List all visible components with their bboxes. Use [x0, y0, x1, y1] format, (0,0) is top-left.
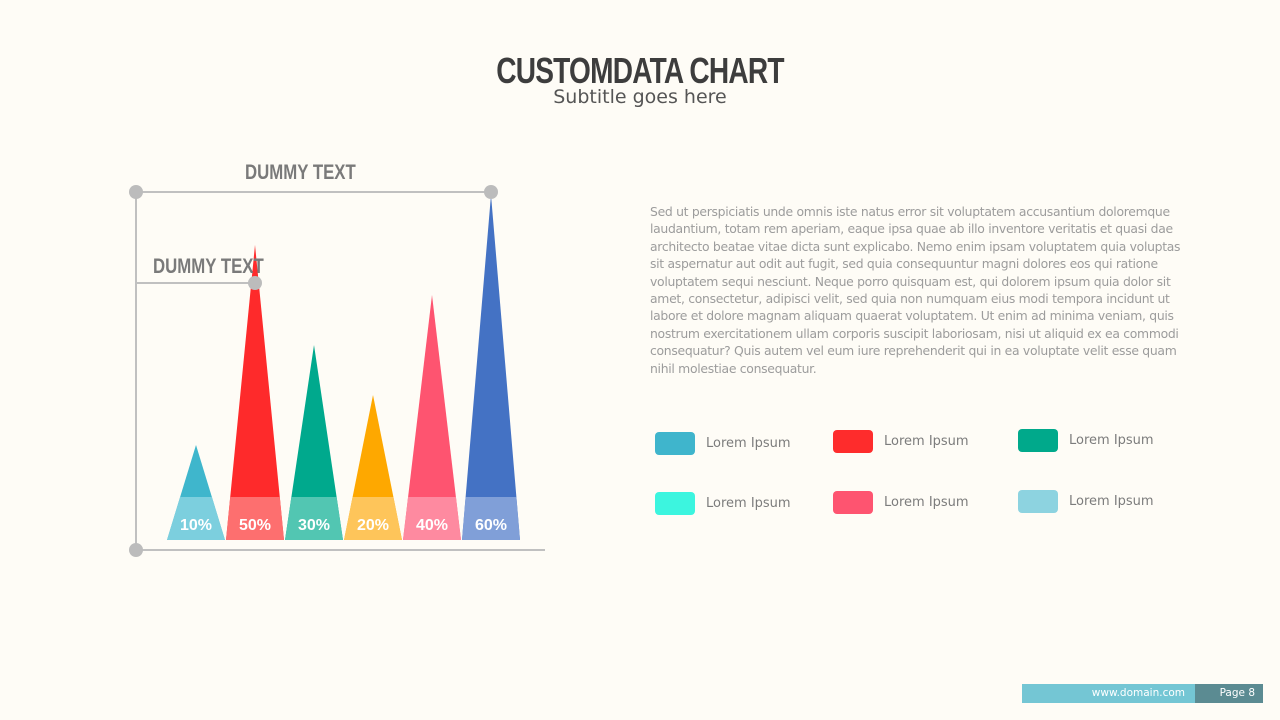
- legend-item: Lorem Ipsum: [655, 492, 791, 515]
- legend-item: Lorem Ipsum: [655, 432, 791, 455]
- legend-item: Lorem Ipsum: [833, 430, 969, 453]
- annotation-callout: DUMMY TEXT: [153, 255, 264, 278]
- page-title: CUSTOMDATA CHART: [496, 50, 784, 91]
- legend-swatch: [655, 492, 695, 515]
- bar-label: 50%: [239, 517, 271, 534]
- bar-label: 20%: [357, 517, 389, 534]
- bar-base-band: [285, 497, 343, 540]
- body-paragraph: Sed ut perspiciatis unde omnis iste natu…: [650, 204, 1181, 376]
- page-subtitle: Subtitle goes here: [553, 86, 727, 108]
- bar-base-band: [403, 497, 461, 540]
- footer-url[interactable]: www.domain.com: [1022, 684, 1195, 703]
- legend-swatch: [833, 430, 873, 453]
- annotation-top: DUMMY TEXT: [245, 161, 356, 184]
- legend-label: Lorem Ipsum: [706, 496, 791, 511]
- legend-item: Lorem Ipsum: [1018, 490, 1154, 513]
- page-number: Page 8: [1195, 684, 1263, 703]
- bar-label: 40%: [416, 517, 448, 534]
- bar-triangle: [285, 345, 343, 540]
- bar-base-band: [462, 497, 520, 540]
- frame-dot: [484, 185, 498, 199]
- frame-dot: [129, 543, 143, 557]
- legend-label: Lorem Ipsum: [1069, 433, 1154, 448]
- legend-label: Lorem Ipsum: [706, 436, 791, 451]
- bar-base-band: [344, 497, 402, 540]
- bar-triangle: [226, 245, 284, 540]
- legend-item: Lorem Ipsum: [833, 491, 969, 514]
- bar-triangle: [403, 295, 461, 540]
- legend-swatch: [1018, 490, 1058, 513]
- legend-swatch: [1018, 429, 1058, 452]
- legend-label: Lorem Ipsum: [1069, 494, 1154, 509]
- bar-triangle: [462, 195, 520, 540]
- legend-label: Lorem Ipsum: [884, 434, 969, 449]
- callout-dot: [248, 276, 262, 290]
- footer: www.domain.com Page 8: [1022, 684, 1263, 703]
- legend-swatch: [833, 491, 873, 514]
- bar-base-band: [167, 497, 225, 540]
- bar-label: 60%: [475, 517, 507, 534]
- bar-base-band: [226, 497, 284, 540]
- legend-swatch: [655, 432, 695, 455]
- bar-label: 30%: [298, 517, 330, 534]
- legend-label: Lorem Ipsum: [884, 495, 969, 510]
- bar-label: 10%: [180, 517, 212, 534]
- frame-dot: [129, 185, 143, 199]
- legend-item: Lorem Ipsum: [1018, 429, 1154, 452]
